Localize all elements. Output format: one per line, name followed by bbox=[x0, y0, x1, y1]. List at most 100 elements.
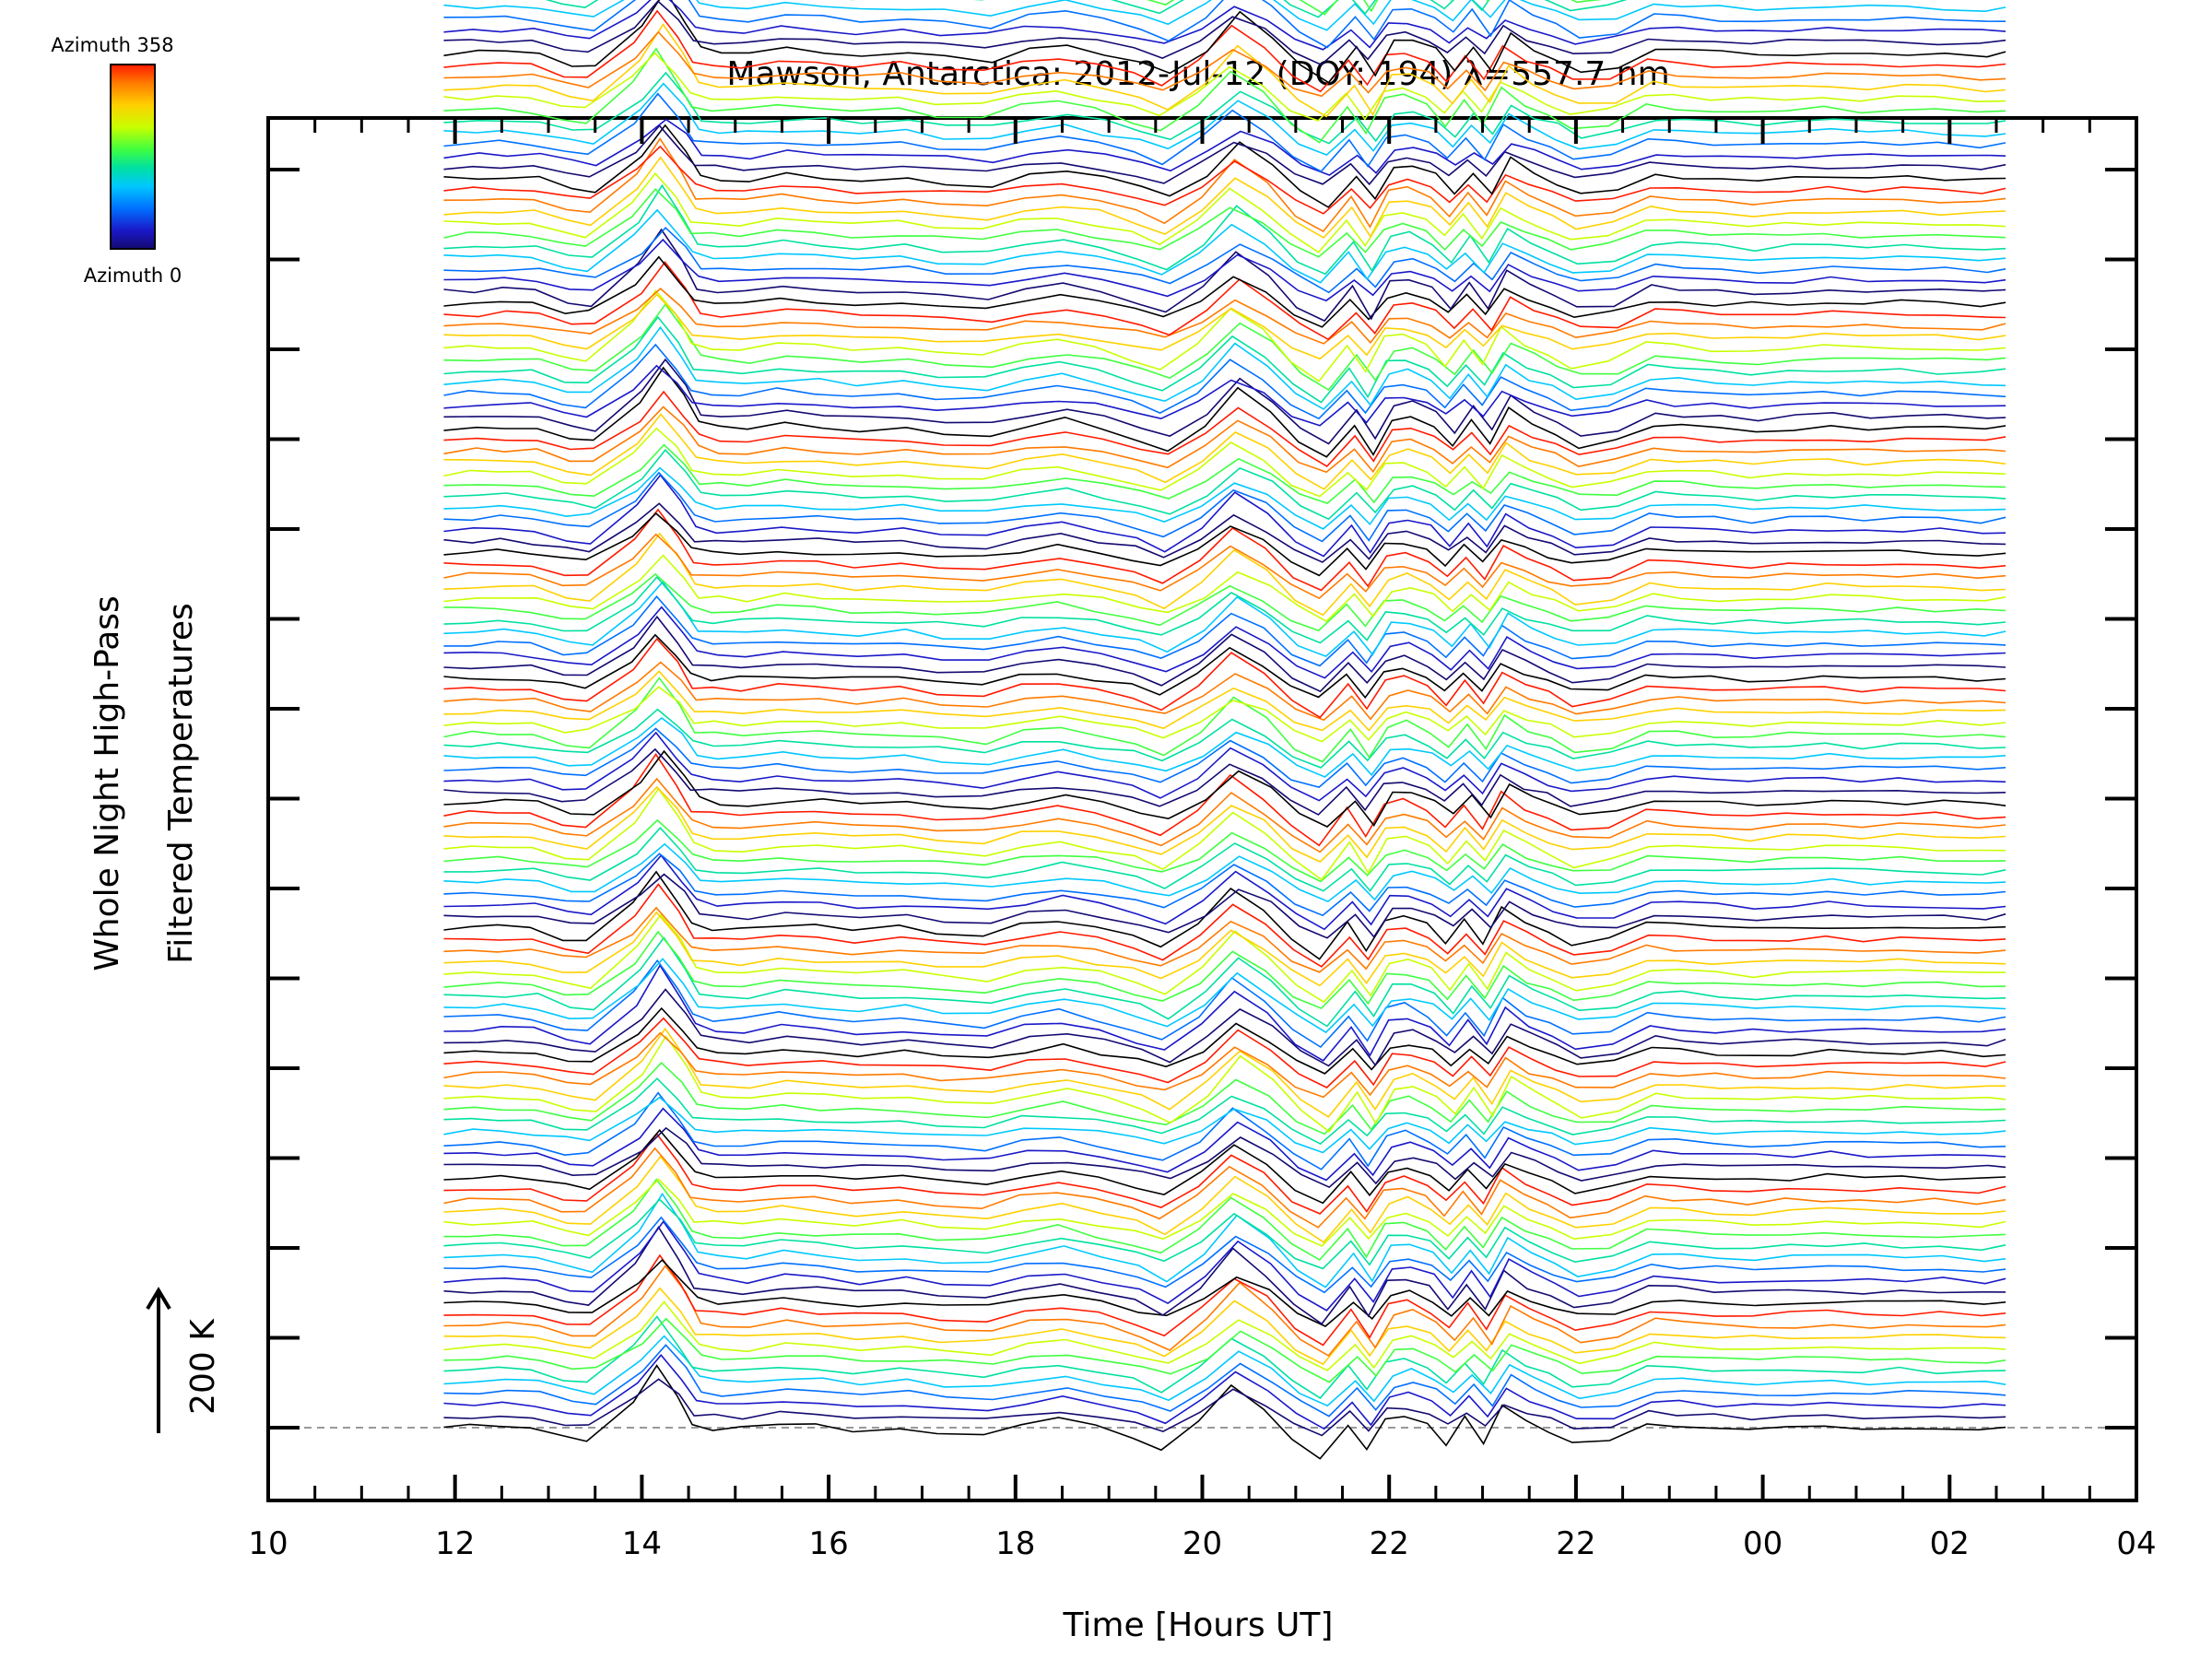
series-line bbox=[443, 1178, 2006, 1261]
series-line bbox=[443, 1253, 2006, 1347]
series-line bbox=[443, 502, 2006, 563]
series-line bbox=[443, 1128, 2006, 1205]
series-line bbox=[443, 474, 2006, 558]
series-line bbox=[443, 443, 2006, 505]
y-axis-title-line-1: Whole Night High-Pass bbox=[88, 595, 126, 971]
series-line bbox=[443, 208, 2006, 284]
series-layer bbox=[443, 0, 2006, 1460]
series-line bbox=[443, 787, 2006, 881]
series-line bbox=[443, 1315, 2006, 1399]
x-tick-label: 18 bbox=[995, 1525, 1035, 1562]
series-line bbox=[443, 30, 2006, 98]
series-line bbox=[443, 448, 2006, 521]
series-line bbox=[443, 82, 2006, 157]
series-line bbox=[443, 958, 2006, 1034]
series-line bbox=[443, 575, 2006, 644]
series-line bbox=[443, 581, 2006, 658]
series-line bbox=[443, 1317, 2006, 1383]
x-tick-label: 22 bbox=[1556, 1525, 1595, 1562]
series-line bbox=[443, 913, 2006, 1004]
series-line bbox=[443, 390, 2006, 468]
series-line bbox=[443, 777, 2006, 853]
series-line bbox=[443, 137, 2006, 233]
x-tick-labels: 101214161820222200020406 bbox=[248, 1525, 2156, 1562]
series-line bbox=[443, 156, 2006, 239]
series-line bbox=[443, 842, 2006, 903]
x-tick-label: 22 bbox=[1370, 1525, 1409, 1562]
series-line bbox=[443, 1220, 2006, 1312]
x-tick-label: 00 bbox=[1743, 1525, 1783, 1562]
series-line bbox=[443, 52, 2006, 122]
series-line bbox=[443, 1216, 2006, 1294]
series-line bbox=[443, 870, 2006, 960]
series-line bbox=[443, 1027, 2006, 1118]
series-line bbox=[443, 883, 2006, 968]
series-line bbox=[443, 906, 2006, 973]
series-line bbox=[443, 47, 2006, 144]
series-line bbox=[443, 1061, 2006, 1135]
series-line bbox=[443, 911, 2006, 987]
scale-bar: 200 K bbox=[146, 1287, 222, 1433]
series-line bbox=[443, 670, 2006, 732]
colorbar-bottom-label: Azimuth 0 bbox=[84, 265, 182, 287]
scale-bar-label: 200 K bbox=[184, 1318, 222, 1415]
series-line bbox=[443, 413, 2006, 490]
series-line bbox=[443, 554, 2006, 623]
ticks-layer bbox=[266, 118, 2138, 1500]
series-line bbox=[443, 708, 2006, 769]
series-line bbox=[443, 1287, 2006, 1366]
series-line bbox=[443, 661, 2006, 722]
series-line bbox=[443, 853, 2006, 931]
series-line bbox=[443, 145, 2006, 215]
series-line bbox=[443, 261, 2006, 341]
series-line bbox=[443, 963, 2006, 1062]
series-line bbox=[443, 1226, 2006, 1325]
series-line bbox=[443, 727, 2006, 788]
series-line bbox=[443, 364, 2006, 427]
series-line bbox=[443, 637, 2006, 719]
series-line bbox=[443, 749, 2006, 828]
series-line bbox=[443, 747, 2006, 816]
series-line bbox=[443, 288, 2006, 345]
series-line bbox=[443, 827, 2006, 892]
series-line bbox=[443, 615, 2006, 693]
scale-bar-arrowhead bbox=[146, 1287, 171, 1311]
x-axis-title: Time [Hours UT] bbox=[1063, 1606, 1334, 1644]
series-line bbox=[443, 1364, 2006, 1460]
series-line bbox=[443, 1096, 2006, 1154]
series-line bbox=[443, 255, 2006, 328]
series-line bbox=[443, 315, 2006, 404]
series-line bbox=[443, 508, 2006, 592]
series-line bbox=[443, 466, 2006, 530]
series-line bbox=[443, 1300, 2006, 1371]
series-line bbox=[443, 226, 2006, 294]
series-line bbox=[443, 959, 2006, 1049]
series-line bbox=[443, 1091, 2006, 1171]
series-line bbox=[443, 1031, 2006, 1099]
series-line bbox=[443, 572, 2006, 632]
series-line bbox=[443, 1353, 2006, 1430]
colorbar-top-label: Azimuth 358 bbox=[51, 34, 173, 56]
series-line bbox=[443, 633, 2006, 700]
series-line bbox=[443, 930, 2006, 1010]
x-tick-label: 10 bbox=[248, 1525, 288, 1562]
series-line bbox=[545, 0, 1628, 18]
series-line bbox=[443, 988, 2006, 1067]
series-line bbox=[443, 0, 2006, 84]
series-line bbox=[443, 873, 2006, 939]
series-line bbox=[443, 1034, 2006, 1133]
x-tick-label: 04 bbox=[2116, 1525, 2156, 1562]
series-line bbox=[443, 238, 2006, 302]
series-line bbox=[443, 1258, 2006, 1327]
x-tick-label: 16 bbox=[808, 1525, 848, 1562]
series-line bbox=[443, 677, 2006, 763]
series-line bbox=[443, 0, 2006, 49]
series-line bbox=[443, 532, 2006, 617]
series-line bbox=[443, 92, 2006, 172]
series-line bbox=[443, 228, 2006, 323]
x-tick-label: 20 bbox=[1182, 1525, 1222, 1562]
series-line bbox=[443, 1147, 2006, 1229]
series-line bbox=[443, 427, 2006, 498]
series-line bbox=[443, 785, 2006, 863]
series-line bbox=[443, 716, 2006, 778]
